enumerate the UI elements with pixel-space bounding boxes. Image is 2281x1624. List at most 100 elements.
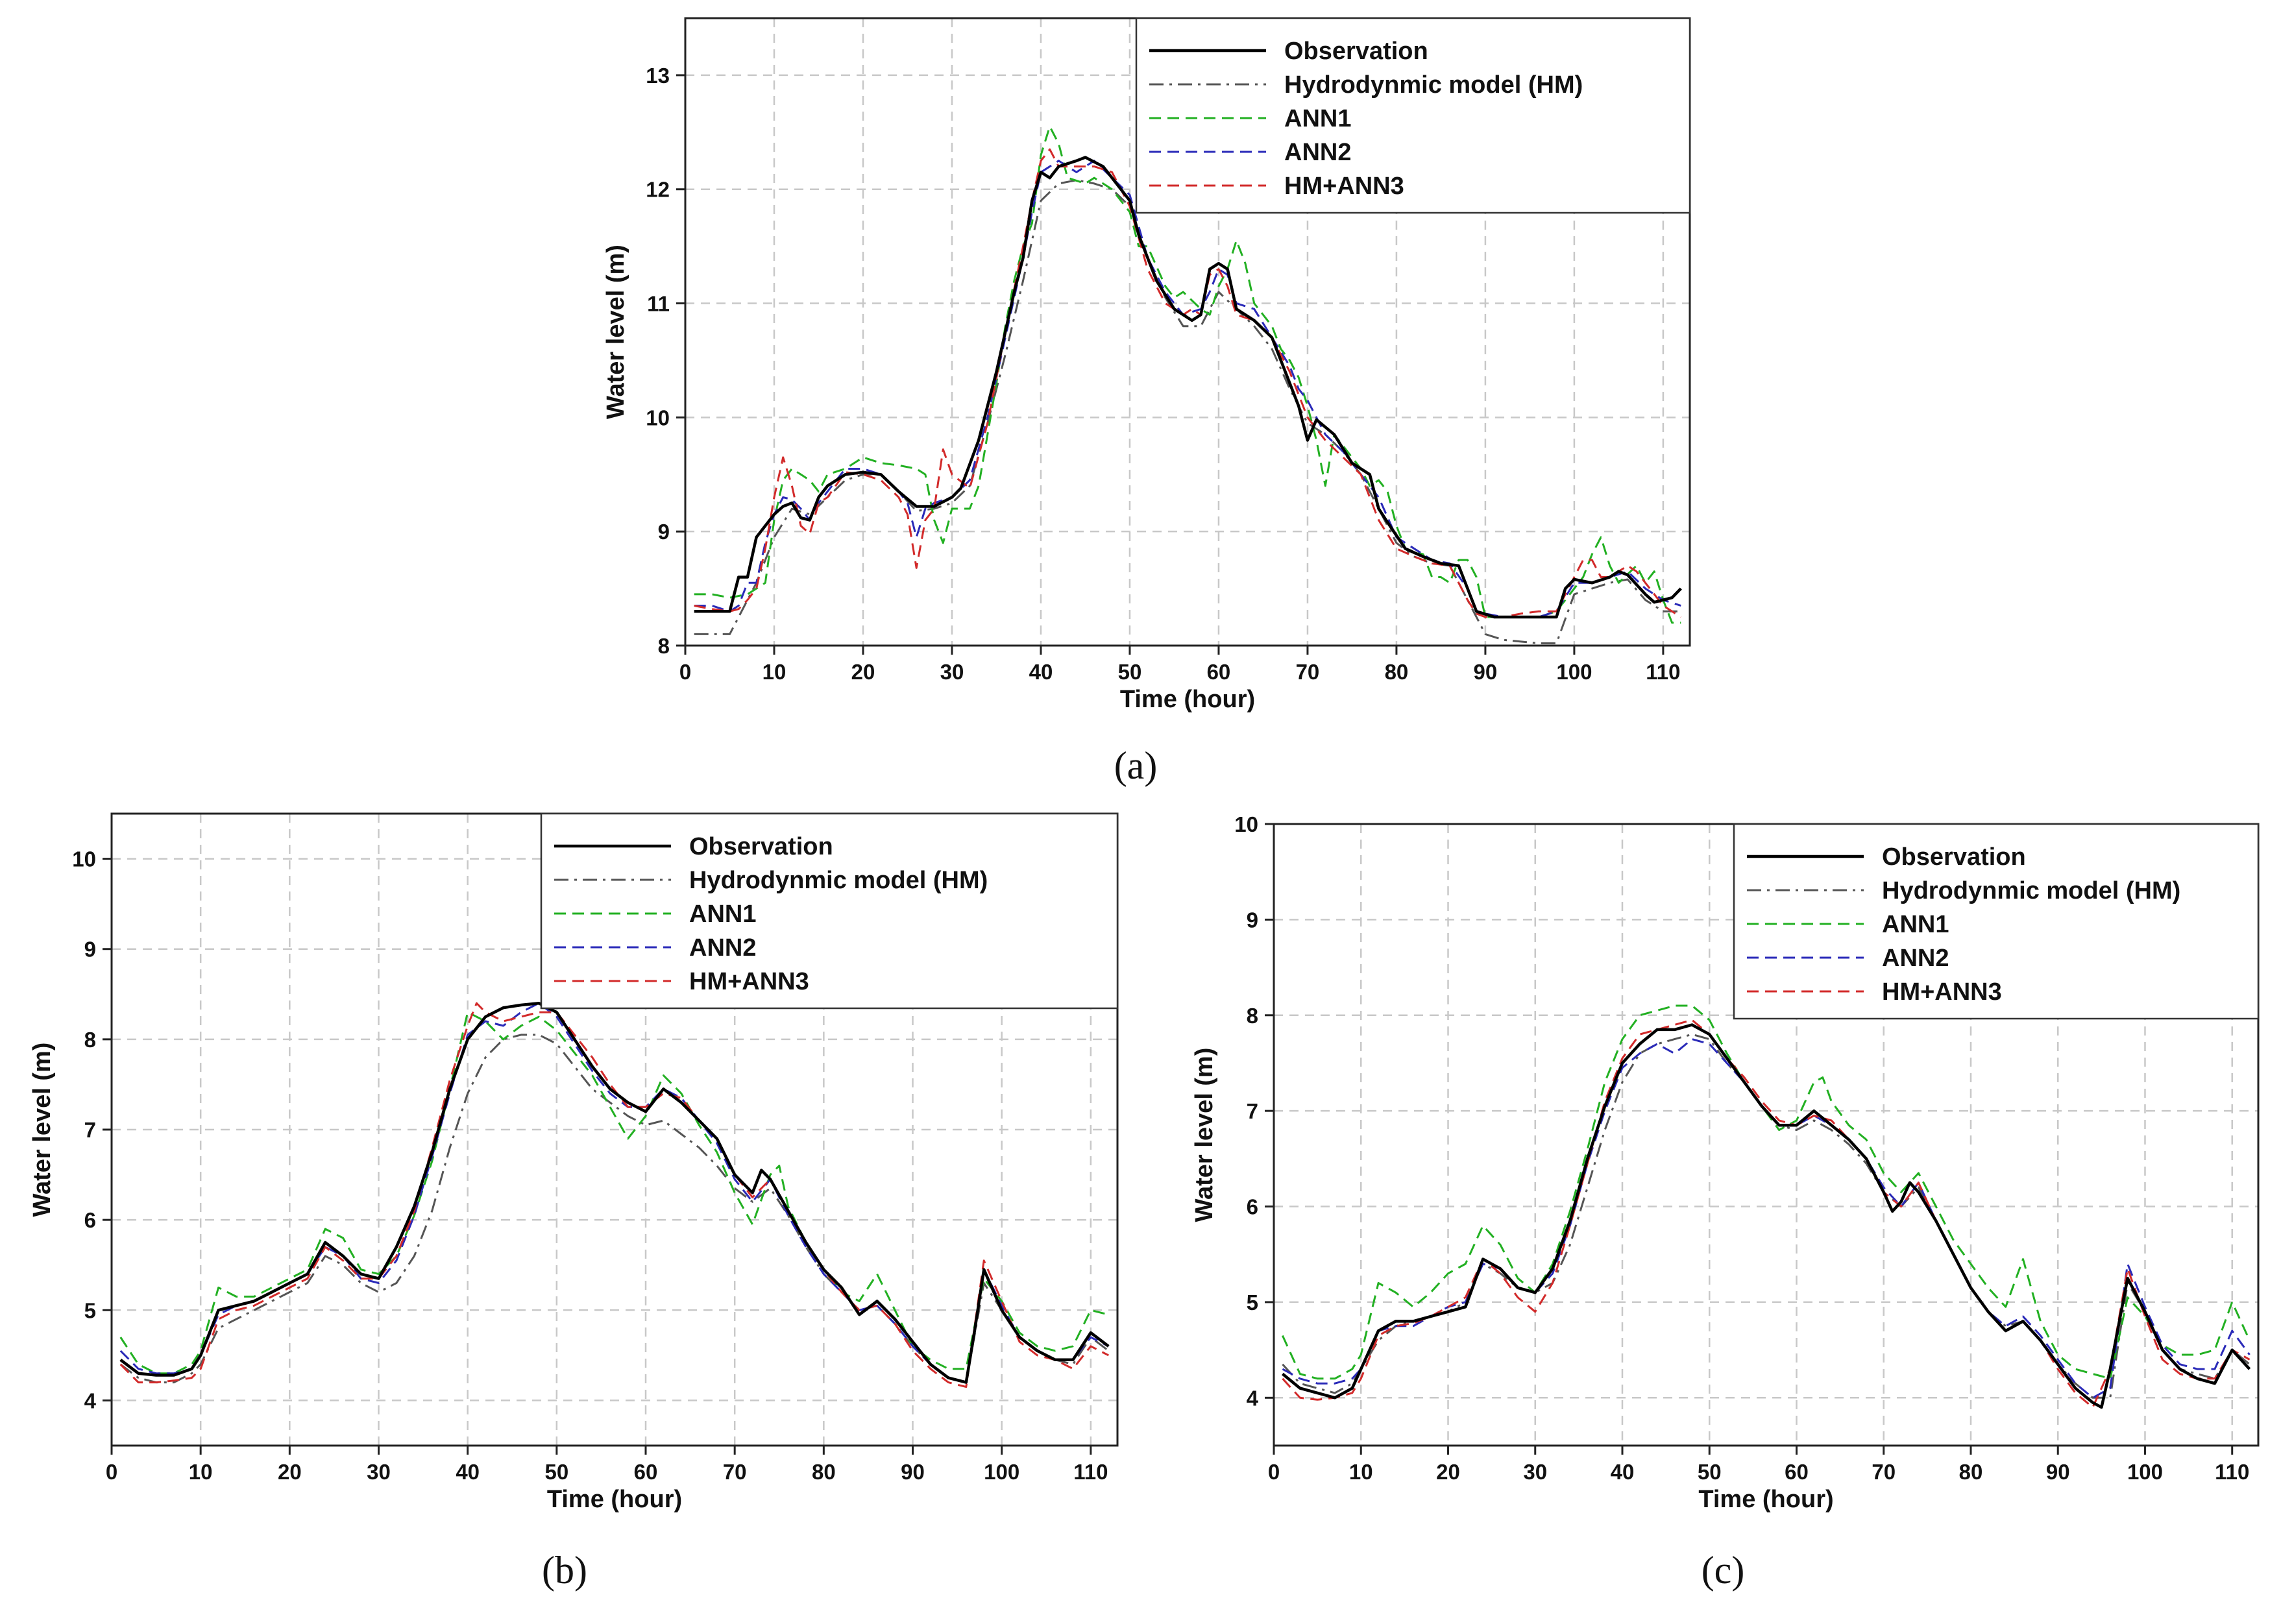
x-tick-label: 40	[1611, 1460, 1635, 1484]
x-tick-label: 30	[367, 1460, 391, 1484]
plot-area	[1281, 1004, 2251, 1409]
chart-panel-2: 0 10 20 30 40 50 60 70 80 90 100 110 4 5 6 7 8 9 10 Time (h…	[29, 812, 1119, 1592]
plot-area	[694, 125, 1682, 644]
y-tick-label: 12	[646, 178, 670, 202]
series-line-hm-ann3	[694, 148, 1682, 618]
x-tick-label: 20	[1436, 1460, 1460, 1484]
x-tick-label: 20	[278, 1460, 302, 1484]
legend-label: Observation	[689, 833, 833, 860]
y-tick-label: 9	[84, 938, 96, 962]
x-tick-label: 0	[679, 660, 691, 684]
x-tick-label: 80	[1959, 1460, 1983, 1484]
x-tick-label: 10	[189, 1460, 213, 1484]
x-axis-label: Time (hour)	[1120, 686, 1255, 713]
x-tick-label: 80	[812, 1460, 836, 1484]
legend-label: Hydrodynmic model (HM)	[1284, 71, 1583, 99]
x-tick-label: 100	[984, 1460, 1019, 1484]
x-axis-label: Time (hour)	[547, 1486, 682, 1513]
y-axis-label: Water level (m)	[602, 245, 629, 419]
y-tick-label: 6	[84, 1208, 96, 1232]
series-line-hydrodynmic-model-hm-	[694, 179, 1681, 644]
y-tick-label: 8	[658, 634, 670, 658]
x-tick-label: 100	[1556, 660, 1592, 684]
series-line-hm-ann3	[119, 1002, 1109, 1388]
x-tick-label: 50	[544, 1460, 568, 1484]
x-tick-label: 20	[851, 660, 875, 684]
x-axis-label: Time (hour)	[1698, 1486, 1833, 1513]
y-tick-label: 13	[646, 64, 670, 88]
legend-label: ANN1	[1882, 911, 1949, 938]
series-line-observation	[1281, 1023, 2251, 1409]
x-tick-label: 90	[2046, 1460, 2070, 1484]
x-tick-label: 100	[2127, 1460, 2163, 1484]
chart-panel-3: 0 10 20 30 40 50 60 70 80 90 100 110 4 5 6 7 8 9 10 Time (h…	[1191, 812, 2260, 1592]
y-tick-label: 9	[1247, 908, 1258, 932]
y-axis-label: Water level (m)	[29, 1043, 56, 1217]
plot-area	[119, 1001, 1110, 1388]
y-tick-label: 4	[84, 1388, 97, 1412]
series-line-ann1	[119, 1011, 1109, 1375]
y-tick-label: 10	[72, 847, 96, 871]
x-tick-label: 70	[723, 1460, 747, 1484]
x-tick-label: 50	[1118, 660, 1142, 684]
x-tick-label: 110	[2215, 1460, 2249, 1484]
x-tick-label: 90	[901, 1460, 925, 1484]
panel-label: (c)	[1702, 1549, 1745, 1592]
legend: Observation Hydrodynmic model (HM) ANN1 ANN…	[1733, 823, 2260, 1020]
legend-label: Hydrodynmic model (HM)	[689, 867, 988, 894]
series-line-ann2	[1282, 1038, 2251, 1399]
x-tick-label: 30	[1523, 1460, 1547, 1484]
series-line-hydrodynmic-model-hm-	[119, 1034, 1110, 1384]
y-axis-label: Water level (m)	[1191, 1048, 1218, 1222]
series-line-observation	[694, 156, 1682, 619]
y-tick-label: 9	[658, 520, 670, 544]
x-tick-label: 110	[1073, 1460, 1108, 1484]
legend-label: Hydrodynmic model (HM)	[1882, 877, 2180, 904]
x-tick-label: 50	[1698, 1460, 1722, 1484]
series-line-observation	[119, 1001, 1110, 1384]
series-line-hydrodynmic-model-hm-	[1282, 1033, 2251, 1399]
x-tick-label: 80	[1385, 660, 1409, 684]
y-tick-label: 4	[1247, 1386, 1259, 1410]
legend-label: Observation	[1284, 38, 1428, 65]
y-tick-label: 7	[1247, 1099, 1258, 1123]
x-tick-label: 30	[940, 660, 964, 684]
x-tick-label: 70	[1296, 660, 1320, 684]
legend-label: ANN2	[1284, 139, 1351, 166]
legend-label: HM+ANN3	[1284, 173, 1404, 200]
x-tick-label: 10	[1349, 1460, 1373, 1484]
y-tick-label: 5	[1247, 1291, 1258, 1315]
legend-label: ANN1	[689, 901, 756, 928]
y-tick-label: 10	[646, 406, 670, 430]
x-tick-label: 60	[634, 1460, 658, 1484]
legend-label: HM+ANN3	[689, 968, 809, 995]
series-line-ann2	[119, 1002, 1109, 1384]
y-tick-label: 8	[1247, 1004, 1258, 1028]
legend: Observation Hydrodynmic model (HM) ANN1 ANN…	[540, 812, 1119, 1010]
x-tick-label: 60	[1207, 660, 1231, 684]
y-tick-label: 11	[647, 292, 670, 316]
panel-label: (a)	[1114, 744, 1158, 787]
panel-label: (b)	[542, 1549, 587, 1592]
legend-label: ANN2	[1882, 945, 1949, 972]
x-tick-label: 70	[1872, 1460, 1896, 1484]
y-tick-label: 8	[84, 1028, 96, 1052]
x-tick-label: 110	[1646, 660, 1680, 684]
y-tick-label: 10	[1234, 812, 1258, 836]
series-line-ann2	[694, 160, 1681, 618]
x-tick-label: 60	[1785, 1460, 1809, 1484]
legend-label: Observation	[1882, 843, 2026, 871]
legend-label: HM+ANN3	[1882, 978, 2002, 1006]
series-line-ann1	[1282, 1004, 2251, 1380]
legend-label: ANN1	[1284, 105, 1351, 132]
y-tick-label: 5	[84, 1298, 96, 1322]
y-tick-label: 7	[84, 1118, 96, 1142]
legend: Observation Hydrodynmic model (HM) ANN1 ANN…	[1135, 17, 1691, 214]
x-tick-label: 0	[106, 1460, 117, 1484]
x-tick-label: 40	[1029, 660, 1053, 684]
legend-label: ANN2	[689, 934, 756, 962]
chart-panel-1: 0 10 20 30 40 50 60 70 80 90 100 110 8 9 10 11 12 13 Time …	[602, 17, 1691, 787]
series-line-hm-ann3	[1282, 1019, 2251, 1409]
x-tick-label: 40	[456, 1460, 480, 1484]
